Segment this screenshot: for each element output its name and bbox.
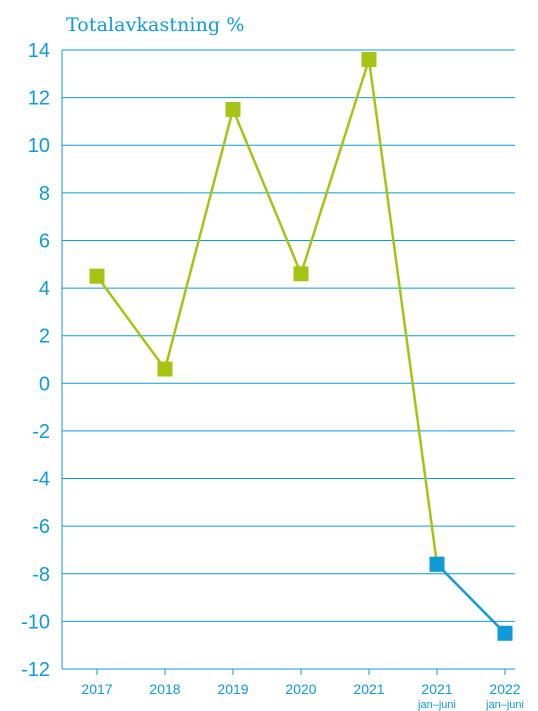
data-point [429, 556, 445, 572]
y-tick-label: 2 [39, 326, 50, 348]
y-tick-label: -12 [21, 659, 50, 681]
series-line-2 [436, 563, 506, 635]
data-point [225, 102, 241, 118]
y-tick-label: 6 [39, 230, 50, 252]
x-tick-sublabel: jan–juni [417, 699, 456, 711]
data-point [89, 268, 105, 284]
y-tick-label: 14 [28, 40, 50, 62]
y-tick-label: 4 [39, 278, 50, 300]
x-tick-label: 2020 [285, 681, 316, 697]
chart-title: Totalavkastning % [66, 14, 245, 36]
data-point [157, 361, 173, 377]
gridlines [62, 49, 515, 622]
y-tick-label: -10 [21, 611, 50, 633]
y-tick-label: 0 [39, 373, 50, 395]
y-tick-label: 12 [28, 88, 50, 110]
y-tick-label: -6 [32, 516, 50, 538]
x-tick-label: 2022 [489, 681, 520, 697]
y-tick-labels: 14 12 10 8 6 4 2 0 -2 -4 -6 -8 -10 -12 [21, 40, 50, 681]
data-points [89, 52, 513, 641]
x-tick-labels: 2017 2018 2019 2020 2021 2021 jan–juni 2022 jan–… [81, 681, 524, 711]
y-tick-label: 8 [39, 183, 50, 205]
x-tick-sublabel: jan–juni [485, 699, 524, 711]
x-tick-label: 2021 [421, 681, 452, 697]
data-point [361, 52, 377, 68]
y-tick-label: 10 [28, 135, 50, 157]
series-lines [95, 58, 506, 635]
series-line-1 [95, 58, 439, 565]
x-tick-label: 2018 [149, 681, 180, 697]
y-tick-label: -4 [32, 469, 50, 491]
data-point [497, 625, 513, 641]
data-point [293, 266, 309, 282]
axes [61, 50, 515, 675]
x-tick-label: 2017 [81, 681, 112, 697]
x-tick-label: 2019 [217, 681, 248, 697]
y-tick-label: -2 [32, 421, 50, 443]
y-tick-label: -8 [32, 564, 50, 586]
x-tick-label: 2021 [353, 681, 384, 697]
